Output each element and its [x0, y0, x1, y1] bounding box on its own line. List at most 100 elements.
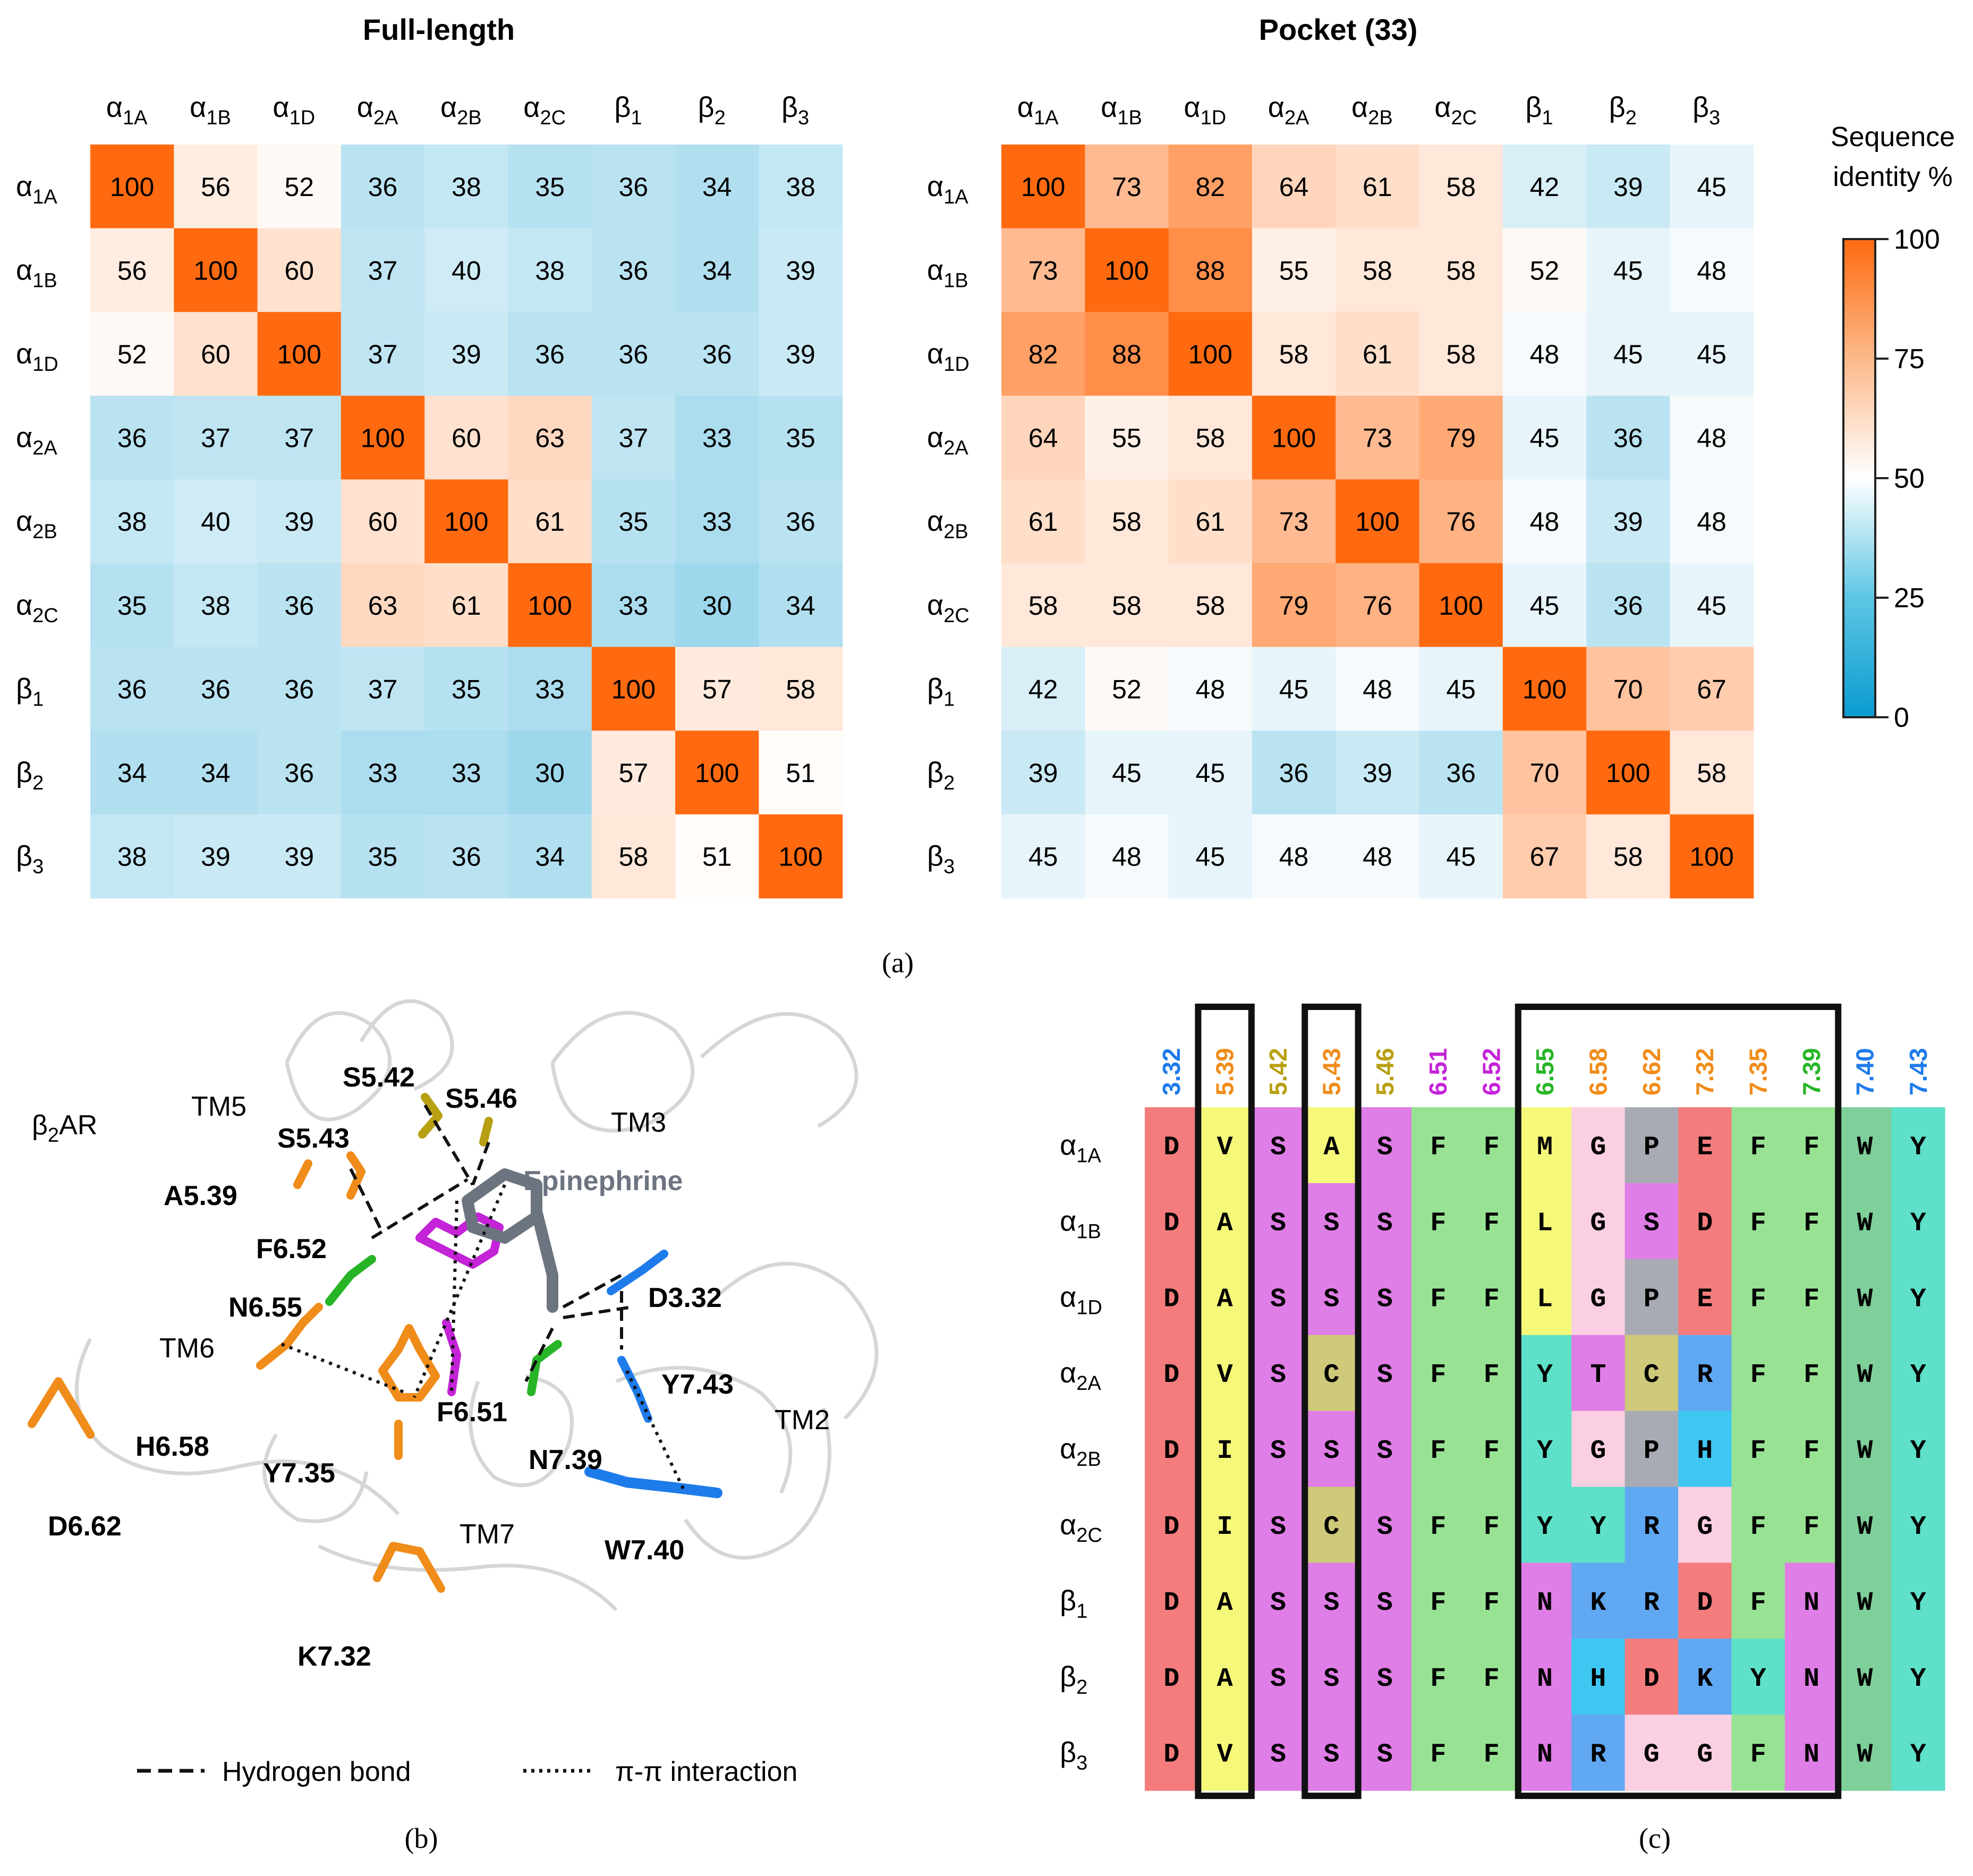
heatmap-cell-value: 60 — [452, 423, 481, 453]
alignment-cell — [1305, 1107, 1359, 1184]
heatmap-cell-value: 36 — [619, 339, 649, 369]
helix-label-tm3: TM3 — [611, 1107, 666, 1138]
heatmap-cell-value: 100 — [1021, 172, 1065, 202]
heatmap-cell-value: 45 — [1697, 591, 1727, 621]
colorbar-tick-label: 25 — [1894, 583, 1925, 614]
heatmap-cell — [1336, 479, 1420, 564]
heatmap-cell-value: 48 — [1363, 674, 1392, 704]
heatmap-cell-value: 38 — [201, 591, 231, 621]
alignment-row-label-sub: 2 — [1076, 1676, 1087, 1699]
alignment-residue: S — [1377, 1436, 1393, 1466]
alignment-cell — [1358, 1563, 1412, 1639]
alignment-row-label: α2A — [1060, 1357, 1101, 1395]
heatmap-cell-value: 100 — [444, 507, 488, 537]
alignment-residue: E — [1697, 1132, 1713, 1162]
alignment-cell — [1411, 1259, 1465, 1336]
alignment-cell — [1678, 1411, 1732, 1488]
alignment-cell — [1784, 1259, 1839, 1336]
residue-label-a539: A5.39 — [164, 1181, 237, 1211]
heatmap-cell — [341, 228, 425, 312]
heatmap-cell — [591, 647, 676, 731]
alignment-cell — [1731, 1259, 1785, 1336]
alignment-residue: S — [1377, 1588, 1393, 1618]
heatmap-cell — [341, 563, 425, 648]
alignment-residue: S — [1323, 1740, 1339, 1770]
alignment-cell — [1305, 1487, 1359, 1563]
residue-label-s546: S5.46 — [445, 1083, 517, 1114]
heatmap-cell — [1085, 731, 1169, 815]
heatmap-cell — [341, 731, 425, 815]
heatmap-row-label-sub: 2 — [32, 772, 44, 794]
alignment-cell — [1625, 1335, 1679, 1412]
alignment-cell — [1465, 1714, 1519, 1791]
heatmap-col-label-base: α — [1017, 91, 1034, 123]
alignment-residue: S — [1323, 1284, 1339, 1314]
alignment-residue: G — [1590, 1284, 1606, 1314]
heatmap-cell — [341, 479, 425, 564]
heatmap-col-label-sub: 1D — [1201, 107, 1227, 129]
alignment-row-label: β1 — [1060, 1585, 1087, 1623]
alignment-residue: F — [1804, 1512, 1819, 1542]
heatmap-col-label-base: α — [523, 91, 540, 123]
heatmap-row-label-base: α — [927, 422, 943, 454]
heatmap-row-label-sub: 2C — [943, 605, 970, 627]
alignment-residue: F — [1750, 1512, 1766, 1542]
heatmap-col-label-sub: 2 — [715, 107, 726, 129]
alignment-cell — [1838, 1487, 1892, 1563]
alignment-cell — [1571, 1487, 1626, 1563]
heatmap-cell — [424, 731, 509, 815]
alignment-residue: C — [1323, 1360, 1339, 1390]
alignment-cell — [1358, 1107, 1412, 1184]
residue-s543-stick — [346, 1151, 365, 1200]
residue-label-s543: S5.43 — [277, 1123, 350, 1154]
alignment-residue: F — [1430, 1740, 1446, 1770]
heatmap-cell — [1252, 647, 1336, 731]
heatmap-cell-value: 100 — [1188, 339, 1232, 369]
heatmap-cell — [1586, 395, 1670, 480]
heatmap-cell-value: 82 — [1028, 339, 1058, 369]
heatmap-cell-value: 100 — [1523, 674, 1567, 704]
alignment-cell — [1251, 1335, 1305, 1412]
alignment-cell — [1625, 1563, 1679, 1639]
heatmap-row-label: α1A — [16, 171, 57, 208]
alignment-residue: F — [1750, 1360, 1766, 1390]
heatmap-cell — [257, 647, 342, 731]
heatmap-cell — [1670, 312, 1754, 396]
heatmap-col-label-sub: 1B — [206, 107, 231, 129]
hbond-line — [562, 1274, 623, 1309]
loop-ribbon — [74, 1338, 400, 1516]
heatmap-cell — [508, 647, 592, 731]
alignment-cell — [1518, 1183, 1572, 1260]
alignment-residue: R — [1697, 1360, 1713, 1390]
alignment-cell — [1145, 1487, 1198, 1563]
heatmap-row-label-base: α — [927, 338, 943, 370]
heatmap-cell — [257, 228, 342, 312]
heatmap-col-label-base: β — [698, 91, 715, 123]
heatmap-row-label-sub: 1 — [32, 688, 44, 710]
heatmap-row-label-base: β — [16, 673, 32, 704]
heatmap-cell-value: 52 — [1530, 256, 1560, 285]
heatmap-cell-value: 38 — [117, 842, 147, 872]
heatmap-row-label: β2 — [927, 757, 955, 794]
heatmap-cell-value: 33 — [452, 758, 481, 788]
colorbar-title-line2: identity % — [1833, 162, 1952, 192]
heatmap-cell — [759, 145, 843, 229]
alignment-position-labels: 3.32 5.39 5.42 5.43 5.46 6.51 6.52 6.55 6.58 6.62… — [1158, 1048, 1932, 1096]
helix-tm5-ribbon-2 — [359, 999, 454, 1091]
heatmap-cell-value: 61 — [1028, 507, 1058, 537]
heatmap-cell-value: 57 — [619, 758, 649, 788]
heatmap-row-label-sub: 1D — [943, 353, 970, 376]
alignment-cell — [1145, 1107, 1198, 1184]
structure-legend: Hydrogen bond π-π interaction — [137, 1756, 797, 1787]
heatmap-cell — [1586, 479, 1670, 564]
alignment-residue: K — [1590, 1588, 1606, 1618]
alignment-cell — [1198, 1335, 1252, 1412]
loop-ribbon-3 — [615, 1365, 793, 1494]
heatmap-col-label-sub: 1 — [631, 107, 642, 129]
alignment-residue: R — [1590, 1740, 1606, 1770]
alignment-residue: S — [1377, 1132, 1393, 1162]
heatmap-cell — [675, 145, 759, 229]
heatmap-row-label-base: β — [927, 757, 943, 788]
heatmap-cell-value: 35 — [117, 591, 147, 621]
